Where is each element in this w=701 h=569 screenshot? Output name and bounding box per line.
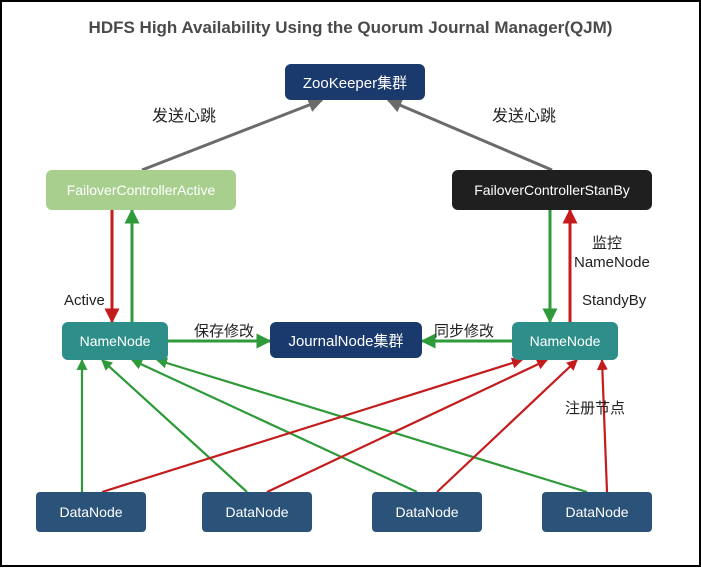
label-standby: StandyBy	[582, 292, 646, 309]
node-dn2: DataNode	[202, 492, 312, 532]
node-nn_standby: NameNode	[512, 322, 618, 360]
label-monitor: 监控	[592, 232, 622, 253]
label-heartbeat_right: 发送心跳	[492, 102, 556, 126]
node-zookeeper: ZooKeeper集群	[285, 64, 425, 100]
label-save: 保存修改	[194, 320, 254, 341]
node-nn_active: NameNode	[62, 322, 168, 360]
node-dn3: DataNode	[372, 492, 482, 532]
diagram-canvas: HDFS High Availability Using the Quorum …	[0, 0, 701, 567]
edge-10	[132, 360, 417, 492]
label-heartbeat_left: 发送心跳	[152, 102, 216, 126]
label-active: Active	[64, 292, 105, 309]
node-dn1: DataNode	[36, 492, 146, 532]
node-fc_active: FailoverControllerActive	[46, 170, 236, 210]
label-monitor2: NameNode	[574, 254, 650, 271]
label-register: 注册节点	[565, 397, 625, 418]
edge-14	[437, 360, 577, 492]
edge-11	[157, 360, 587, 492]
node-dn4: DataNode	[542, 492, 652, 532]
edge-13	[267, 360, 547, 492]
edge-12	[102, 360, 522, 492]
label-sync: 同步修改	[434, 320, 494, 341]
diagram-title: HDFS High Availability Using the Quorum …	[2, 18, 699, 38]
edge-15	[602, 360, 607, 492]
edge-9	[102, 360, 247, 492]
node-fc_standby: FailoverControllerStanBy	[452, 170, 652, 210]
node-journal: JournalNode集群	[270, 322, 422, 358]
